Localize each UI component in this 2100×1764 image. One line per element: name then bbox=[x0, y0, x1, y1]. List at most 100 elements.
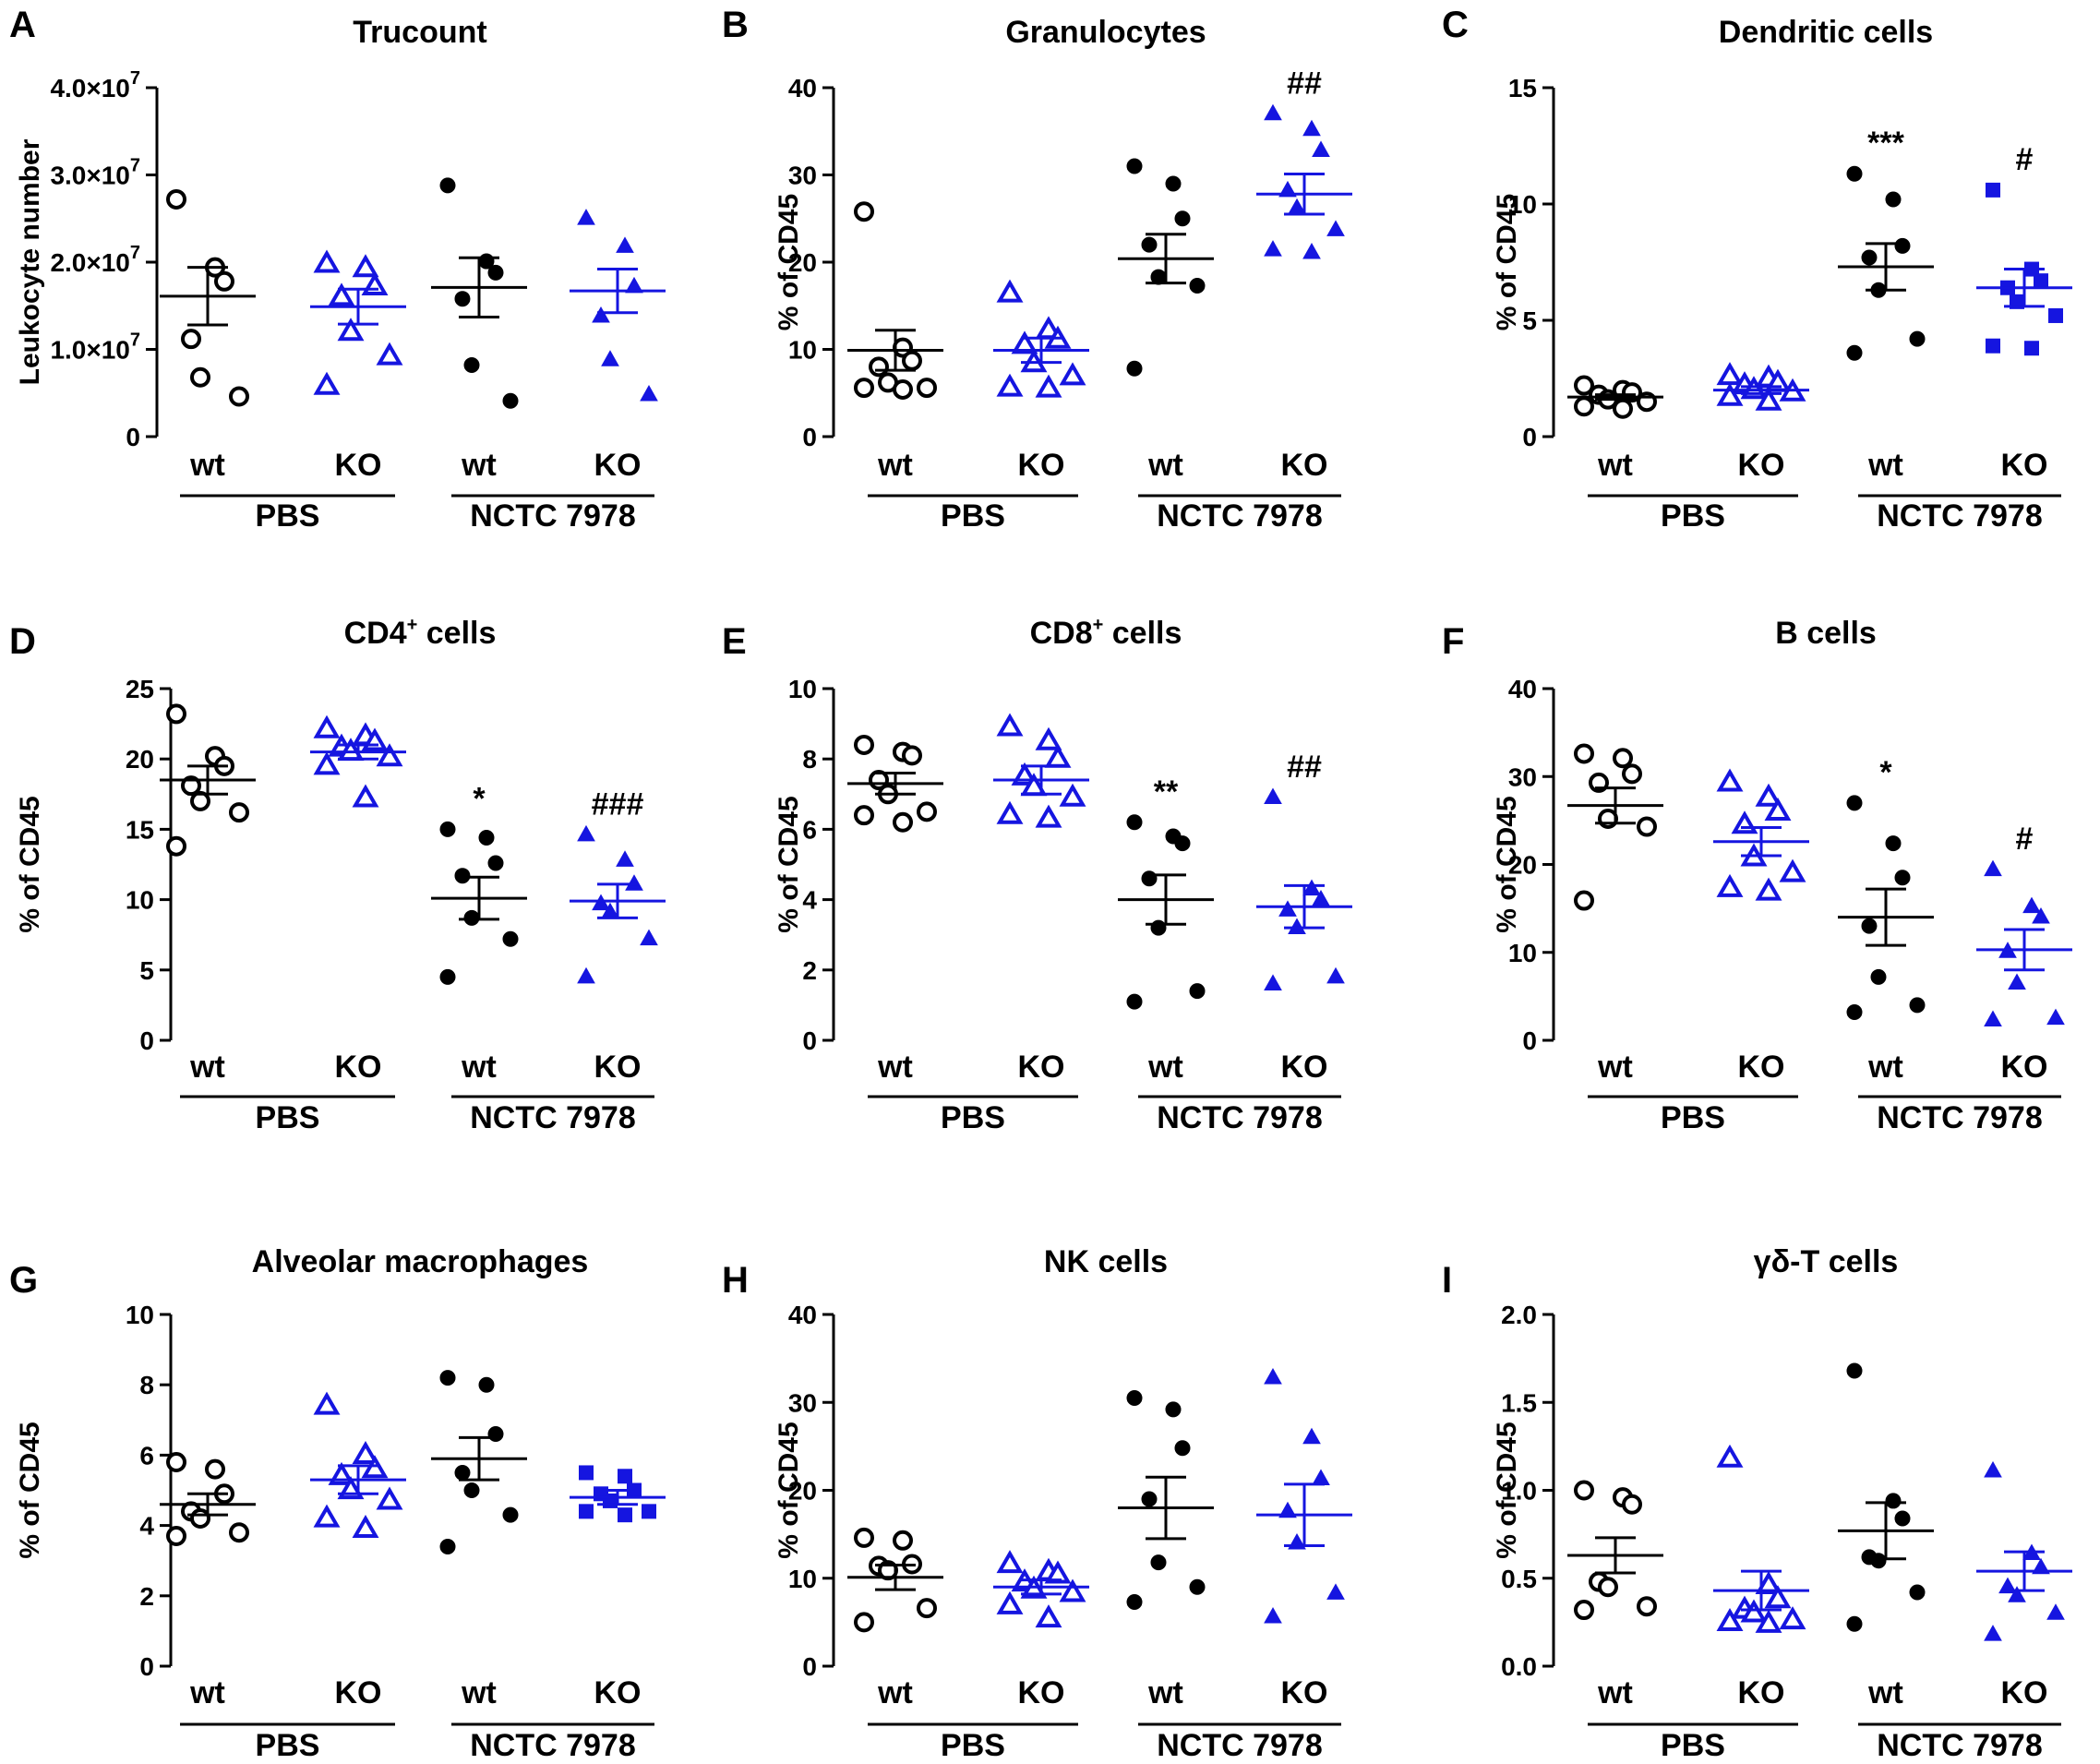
data-point bbox=[439, 1538, 456, 1554]
data-point bbox=[502, 392, 519, 409]
data-point bbox=[1141, 870, 1158, 887]
data-point bbox=[1264, 240, 1282, 257]
data-point bbox=[601, 350, 619, 366]
data-point bbox=[1779, 858, 1806, 882]
y-tick-label: 20 bbox=[1508, 851, 1537, 880]
data-point bbox=[1846, 1004, 1863, 1021]
y-axis-label: % of CD45 bbox=[1492, 194, 1522, 330]
data-point bbox=[352, 1441, 379, 1464]
y-axis-label: % of CD45 bbox=[15, 796, 45, 932]
group-label: NCTC 7978 bbox=[470, 498, 636, 534]
data-point bbox=[1059, 362, 1086, 386]
data-point bbox=[229, 386, 249, 407]
data-point bbox=[1716, 1607, 1744, 1631]
data-point bbox=[1885, 835, 1902, 852]
group-label: NCTC 7978 bbox=[1877, 1100, 2043, 1135]
data-point bbox=[1755, 1570, 1782, 1594]
data-point bbox=[1984, 1625, 2002, 1641]
data-point bbox=[502, 1506, 519, 1523]
category-label: wt bbox=[189, 1050, 225, 1085]
data-point bbox=[1716, 768, 1744, 792]
data-point bbox=[577, 966, 595, 984]
data-point bbox=[592, 306, 610, 323]
data-point bbox=[1174, 835, 1191, 852]
data-point bbox=[917, 378, 937, 399]
data-point bbox=[2008, 973, 2026, 990]
panel-letter: H bbox=[722, 1260, 749, 1301]
data-point bbox=[1011, 330, 1038, 354]
data-point bbox=[1288, 918, 1306, 934]
data-point bbox=[1150, 1554, 1167, 1571]
data-point bbox=[854, 378, 874, 399]
category-label: wt bbox=[1867, 1050, 1903, 1085]
data-point bbox=[1165, 1401, 1182, 1418]
data-point bbox=[1044, 744, 1072, 768]
data-point bbox=[1598, 1577, 1618, 1598]
panel-title: γδ-T cells bbox=[1754, 1244, 1899, 1279]
category-label: KO bbox=[335, 448, 382, 483]
data-point bbox=[1779, 1606, 1806, 1630]
group-label: PBS bbox=[256, 1100, 320, 1135]
data-point bbox=[1755, 783, 1782, 807]
y-tick-label: 1.0 bbox=[1501, 1477, 1537, 1506]
category-label: KO bbox=[594, 448, 642, 483]
data-point bbox=[1189, 1578, 1206, 1595]
data-point bbox=[577, 824, 595, 842]
data-point bbox=[313, 249, 341, 273]
data-point bbox=[1755, 387, 1782, 411]
data-point bbox=[352, 1515, 379, 1539]
data-point bbox=[854, 201, 874, 222]
y-tick-label: 2.0 bbox=[1501, 1301, 1537, 1329]
category-label: KO bbox=[1281, 1050, 1328, 1085]
category-label: KO bbox=[1018, 1050, 1065, 1085]
y-tick-label: 10 bbox=[788, 1565, 817, 1593]
data-point bbox=[1986, 182, 2000, 198]
data-point bbox=[439, 968, 456, 985]
data-point bbox=[1755, 877, 1782, 901]
category-label: KO bbox=[594, 1050, 642, 1085]
data-point bbox=[1126, 1389, 1143, 1406]
data-point bbox=[190, 1507, 210, 1529]
significance-annotation: * bbox=[473, 781, 486, 816]
panel-letter: D bbox=[9, 621, 36, 662]
panel-c: C Dendritic cells 0 5 10 15 % of CD45 wt KO wt KO P… bbox=[1442, 5, 2072, 534]
data-point bbox=[996, 279, 1024, 303]
category-label: wt bbox=[1597, 1050, 1633, 1085]
data-point bbox=[2024, 341, 2039, 356]
y-tick-label: 0 bbox=[1522, 1026, 1537, 1055]
data-point bbox=[1731, 810, 1758, 834]
data-point bbox=[1870, 968, 1887, 985]
group-label: PBS bbox=[941, 498, 1005, 534]
group-label: PBS bbox=[1661, 1100, 1725, 1135]
category-label: KO bbox=[2001, 448, 2048, 483]
data-point bbox=[1326, 1583, 1345, 1600]
data-point bbox=[1909, 1584, 1926, 1601]
data-point bbox=[625, 276, 643, 294]
data-point bbox=[996, 713, 1024, 737]
data-point bbox=[1165, 175, 1182, 192]
group-label: NCTC 7978 bbox=[470, 1728, 636, 1763]
panel-h: H NK cells 0 10 20 30 40 % of CD45 wt KO wt KO PBS NC… bbox=[722, 1244, 1352, 1763]
data-point bbox=[229, 1522, 249, 1543]
data-point bbox=[1574, 375, 1594, 396]
y-tick-label: 6 bbox=[802, 815, 817, 844]
y-axis-label: % of CD45 bbox=[15, 1422, 45, 1558]
data-point bbox=[640, 385, 658, 402]
data-point bbox=[1288, 198, 1306, 215]
data-point bbox=[2032, 907, 2050, 924]
panel-title: Alveolar macrophages bbox=[252, 1244, 589, 1279]
panel-title: NK cells bbox=[1044, 1244, 1168, 1279]
panel-title: B cells bbox=[1775, 616, 1877, 651]
group-label: NCTC 7978 bbox=[1877, 498, 2043, 534]
category-label: KO bbox=[594, 1675, 642, 1710]
data-point bbox=[376, 1486, 403, 1510]
data-point bbox=[313, 371, 341, 395]
panel-letter: B bbox=[722, 5, 749, 45]
group-label: PBS bbox=[941, 1100, 1005, 1135]
data-point bbox=[2048, 307, 2063, 323]
y-tick-label: 20 bbox=[788, 1477, 817, 1506]
data-point bbox=[616, 236, 634, 253]
panel-f: F B cells 0 10 20 30 40 % of CD45 wt KO wt KO PBS NCT… bbox=[1442, 616, 2072, 1135]
panel-title: CD8+ cells bbox=[1030, 615, 1182, 651]
data-point bbox=[1894, 1510, 1911, 1527]
